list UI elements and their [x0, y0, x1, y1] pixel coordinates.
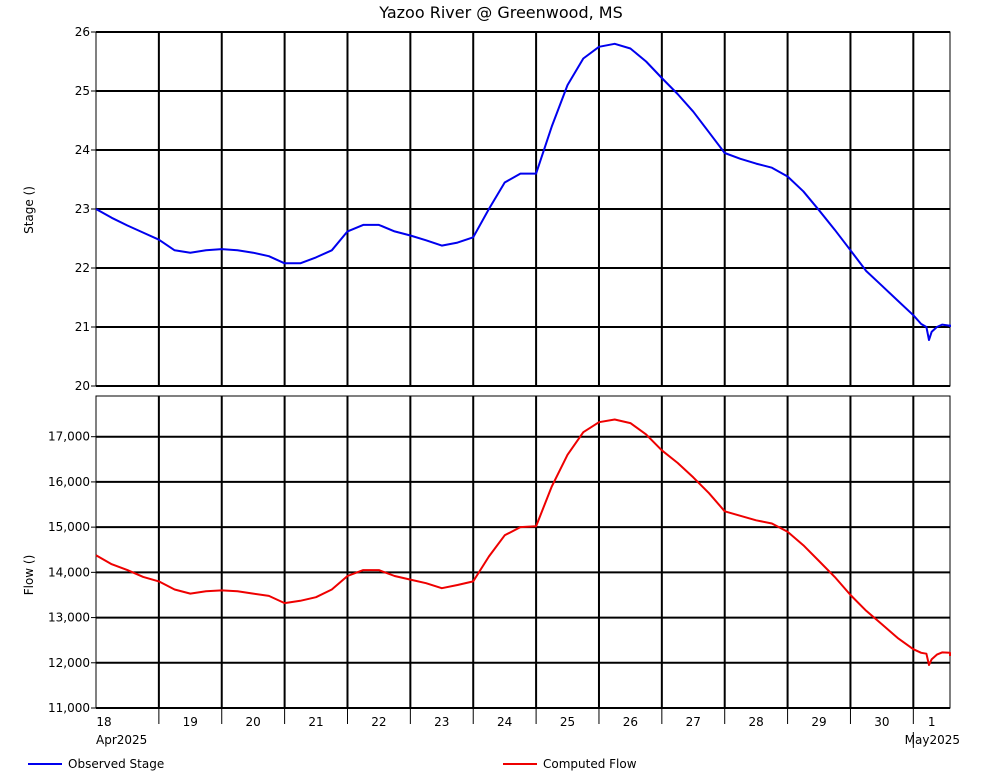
- x-tick-label: 24: [497, 715, 512, 729]
- x-tick-label: 26: [623, 715, 638, 729]
- stage-y-ticks: 20 21 22 23 24 25 26: [75, 25, 96, 393]
- x-tick-label: 23: [434, 715, 449, 729]
- x-tick-label: 28: [749, 715, 764, 729]
- stage-y-tick-label: 22: [75, 261, 90, 275]
- stage-y-axis-label: Stage (): [22, 186, 36, 234]
- flow-grid: [95, 395, 951, 709]
- flow-series: [95, 418, 951, 666]
- flow-frame: [95, 395, 951, 709]
- x-tick-label: 22: [371, 715, 386, 729]
- x-tick-label: 25: [560, 715, 575, 729]
- x-tick-label: 30: [874, 715, 889, 729]
- legend-label: Computed Flow: [543, 757, 637, 771]
- stage-y-tick-label: 25: [75, 84, 90, 98]
- flow-y-tick-label: 14,000: [48, 565, 90, 579]
- flow-y-tick-label: 17,000: [48, 430, 90, 444]
- stage-y-tick-label: 23: [75, 202, 90, 216]
- stage-grid: [95, 31, 951, 387]
- flow-y-tick-label: 16,000: [48, 475, 90, 489]
- series-line-computed-flow: [95, 418, 951, 666]
- flow-y-tick-label: 15,000: [48, 520, 90, 534]
- flow-y-axis-label: Flow (): [22, 555, 36, 596]
- x-axis: 18 19 20 21 22 23 24 25 26 27 28 29 30 1 Apr2025 May202…: [96, 708, 960, 748]
- flow-y-tick-label: 12,000: [48, 656, 90, 670]
- stage-panel: 20 21 22 23 24 25 26 Stage (): [22, 25, 951, 393]
- stage-y-tick-label: 26: [75, 25, 90, 39]
- x-tick-label: 21: [308, 715, 323, 729]
- flow-panel: 11,000 12,000 13,000 14,000 15,000 16,000 17,0…: [22, 395, 951, 715]
- stage-y-tick-label: 20: [75, 379, 90, 393]
- series-line-observed-stage: [95, 42, 951, 341]
- flow-y-ticks: 11,000 12,000 13,000 14,000 15,000 16,000 17,0…: [48, 430, 96, 715]
- chart-title: Yazoo River @ Greenwood, MS: [378, 3, 622, 22]
- legend-label: Observed Stage: [68, 757, 164, 771]
- flow-y-tick-label: 11,000: [48, 701, 90, 715]
- x-tick-label: 19: [183, 715, 198, 729]
- stage-y-tick-label: 24: [75, 143, 90, 157]
- stage-series: [95, 42, 951, 341]
- x-tick-label: 1: [928, 715, 936, 729]
- x-month-label-start: Apr2025: [96, 733, 147, 747]
- flow-y-tick-label: 13,000: [48, 611, 90, 625]
- x-tick-label: 27: [686, 715, 701, 729]
- x-month-label-end: May2025: [905, 733, 960, 747]
- x-tick-label: 18: [96, 715, 111, 729]
- x-tick-label: 29: [811, 715, 826, 729]
- legend: Observed Stage Computed Flow: [28, 757, 637, 771]
- stage-y-tick-label: 21: [75, 320, 90, 334]
- x-tick-label: 20: [246, 715, 261, 729]
